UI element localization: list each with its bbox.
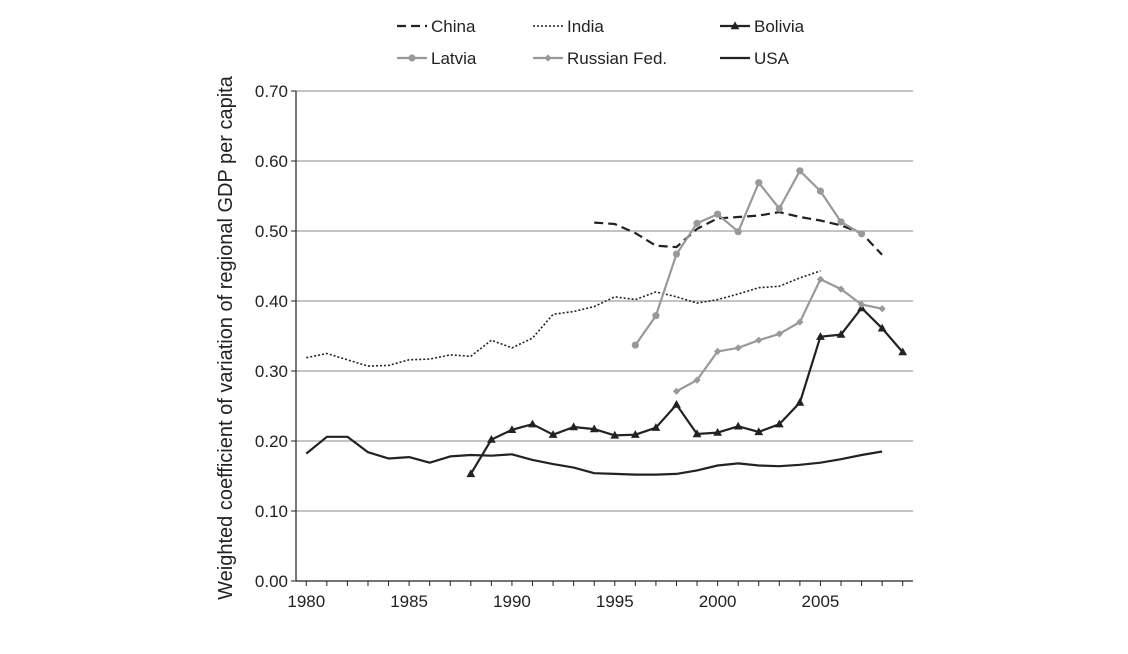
y-tick-label: 0.40 <box>255 292 288 311</box>
data-point-bolivia <box>672 400 681 408</box>
data-point-russian-fed <box>796 318 804 326</box>
data-point-russian-fed <box>714 347 722 355</box>
data-point-bolivia <box>774 419 784 428</box>
x-tick-label: 1985 <box>390 592 428 611</box>
legend-item-india: India <box>533 17 604 36</box>
data-point-bolivia <box>528 419 537 428</box>
data-point-russian-fed <box>857 300 866 309</box>
legend-item-china: China <box>397 17 476 36</box>
data-point-bolivia <box>630 430 640 438</box>
data-point-latvia <box>693 219 701 227</box>
legend-item-usa: USA <box>720 49 790 68</box>
y-tick-label: 0.20 <box>255 432 288 451</box>
data-point-latvia <box>816 187 825 195</box>
data-point-bolivia <box>713 428 723 436</box>
legend-label-india: India <box>567 17 604 36</box>
data-point-bolivia <box>466 469 476 478</box>
y-tick-label: 0.10 <box>255 502 288 521</box>
series-india <box>306 270 821 367</box>
legend-label-usa: USA <box>754 49 790 68</box>
series-latvia <box>631 167 866 349</box>
data-point-latvia <box>714 210 722 218</box>
legend-marker-bolivia <box>730 21 740 30</box>
legend-item-bolivia: Bolivia <box>720 17 805 36</box>
data-point-bolivia <box>651 423 661 431</box>
data-point-russian-fed <box>878 305 886 313</box>
data-point-bolivia <box>816 332 825 340</box>
data-point-bolivia <box>569 422 579 431</box>
series-usa <box>305 435 883 476</box>
legend-label-china: China <box>431 17 476 36</box>
data-point-bolivia <box>754 427 764 436</box>
data-point-russian-fed <box>693 376 701 384</box>
series-line-bolivia <box>469 306 904 475</box>
data-point-latvia <box>796 167 804 175</box>
plot-area <box>305 167 908 478</box>
data-point-bolivia <box>836 330 846 338</box>
data-point-russian-fed <box>837 285 845 293</box>
legend-item-latvia: Latvia <box>397 49 477 68</box>
x-tick-label: 2000 <box>699 592 737 611</box>
data-point-latvia <box>857 230 866 238</box>
legend-marker-russian-fed <box>544 54 552 62</box>
series-line-usa <box>305 435 883 476</box>
series-russian-fed <box>672 275 886 395</box>
y-tick-label: 0.70 <box>255 82 288 101</box>
series-line-china <box>594 211 883 256</box>
data-point-latvia <box>837 218 845 226</box>
y-tick-label: 0.30 <box>255 362 288 381</box>
data-point-latvia <box>652 312 660 320</box>
x-tick-label: 2005 <box>802 592 840 611</box>
legend-item-russian-fed: Russian Fed. <box>533 49 667 68</box>
legend: China India Bolivia Latvia Russian Fed. USA <box>397 17 805 68</box>
y-axis-title: Weighted coefficient of variation of reg… <box>215 75 237 600</box>
data-point-russian-fed <box>734 344 742 352</box>
data-point-latvia <box>755 179 763 187</box>
data-point-bolivia <box>610 430 620 439</box>
gridlines <box>296 90 913 512</box>
data-point-bolivia <box>733 421 743 430</box>
data-point-bolivia <box>877 323 887 332</box>
data-point-bolivia <box>486 435 496 443</box>
series-line-latvia <box>634 169 863 346</box>
data-point-bolivia <box>898 347 908 356</box>
data-point-russian-fed <box>775 330 783 338</box>
data-point-russian-fed <box>816 275 825 283</box>
x-tick-label: 1995 <box>596 592 634 611</box>
axes: 0.00 0.10 0.20 0.30 0.40 0.50 0.60 0.70 1980 1985… <box>255 82 913 611</box>
x-tick-label: 1980 <box>287 592 325 611</box>
legend-marker-latvia <box>408 54 416 62</box>
data-point-latvia <box>631 341 639 349</box>
series-china <box>594 211 883 256</box>
y-tick-label: 0.60 <box>255 152 288 171</box>
data-point-bolivia <box>589 424 599 433</box>
data-point-latvia <box>775 205 783 213</box>
data-point-bolivia <box>692 429 702 438</box>
x-tick-label: 1990 <box>493 592 531 611</box>
data-point-latvia <box>672 250 681 258</box>
data-point-russian-fed <box>755 336 763 344</box>
series-line-india <box>306 270 821 367</box>
y-tick-label: 0.00 <box>255 572 288 591</box>
data-point-bolivia <box>507 425 517 433</box>
legend-label-russian-fed: Russian Fed. <box>567 49 667 68</box>
legend-label-latvia: Latvia <box>431 49 477 68</box>
data-point-bolivia <box>548 430 558 438</box>
data-point-latvia <box>734 228 742 236</box>
data-point-russian-fed <box>672 387 681 395</box>
series-bolivia <box>466 303 908 478</box>
legend-label-bolivia: Bolivia <box>754 17 805 36</box>
y-tick-label: 0.50 <box>255 222 288 241</box>
data-point-bolivia <box>795 397 805 406</box>
